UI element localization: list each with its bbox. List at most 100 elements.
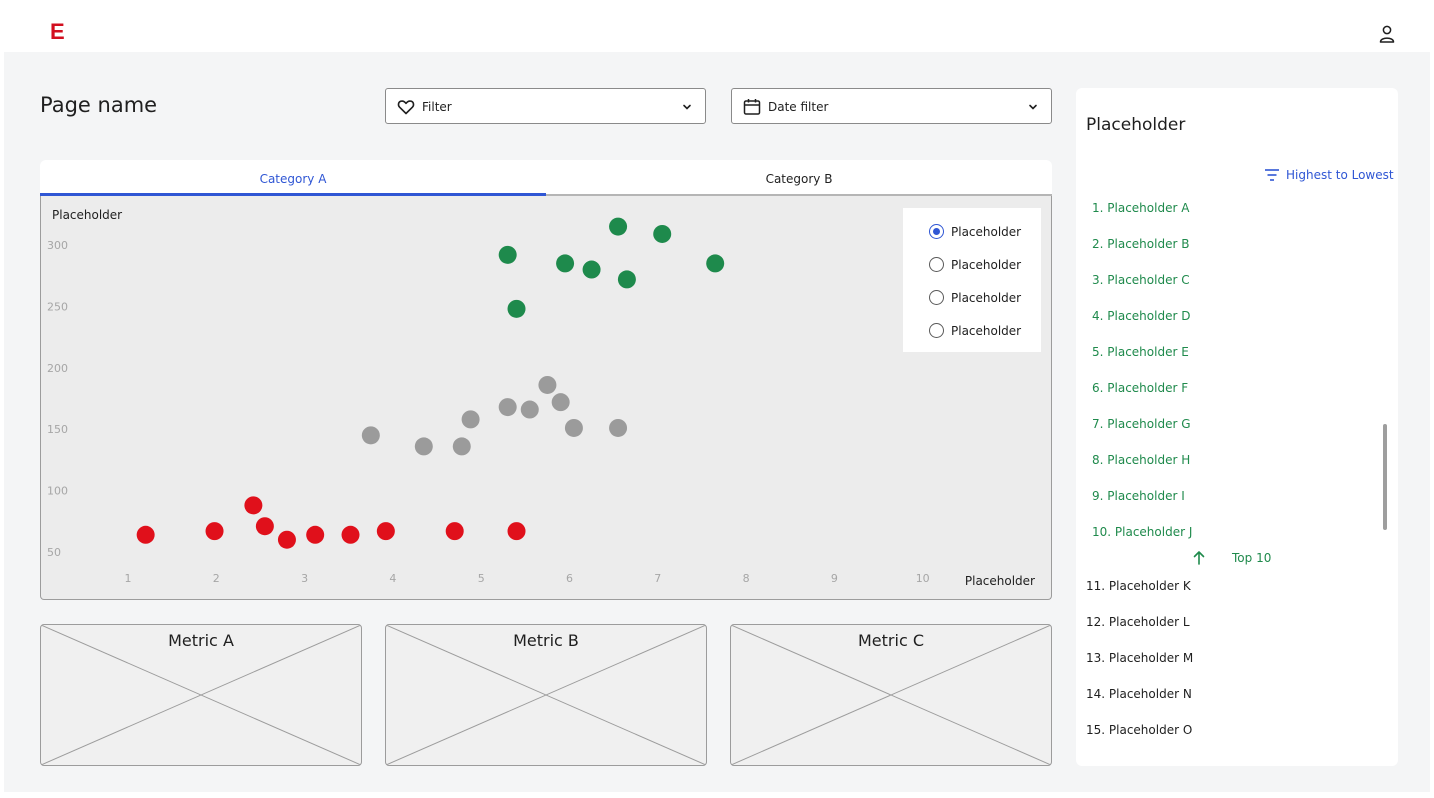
scatter-point [706,254,725,273]
scatter-point [556,254,575,273]
date-filter-select[interactable]: Date filter [731,88,1052,124]
scatter-point [452,437,471,456]
active-tab-indicator [40,193,546,196]
ranking-item[interactable]: 13. Placeholder M [1086,651,1194,665]
x-tick-label: 5 [478,572,485,585]
scatter-point [341,525,360,544]
ranking-item[interactable]: 6. Placeholder F [1092,381,1189,395]
radio-icon[interactable] [929,323,944,338]
metric-title: Metric B [513,631,579,650]
y-tick-label: 300 [47,239,68,252]
tab-category-b[interactable]: Category B [765,172,833,186]
metric-title: Metric A [168,631,234,650]
filter-label: Filter [422,100,452,114]
radio-icon[interactable] [929,257,944,272]
scatter-point [376,522,395,541]
ranking-item[interactable]: 4. Placeholder D [1092,309,1191,323]
x-tick-label: 2 [213,572,220,585]
top-10-label: Top 10 [1232,551,1272,565]
y-tick-label: 100 [47,485,68,498]
page-title: Page name [40,93,158,117]
scatter-point [461,410,480,429]
y-tick-label: 150 [47,423,68,436]
ranking-item[interactable]: 1. Placeholder A [1092,201,1190,215]
user-icon[interactable] [1377,24,1397,44]
radio-selected-icon[interactable] [929,224,944,239]
scatter-point [520,400,539,419]
metric-card-c[interactable]: Metric C [730,624,1052,766]
scatter-point [538,375,557,394]
category-tabs: Category A Category B [40,160,1052,196]
x-tick-label: 9 [831,572,838,585]
chart-card: Category A Category B Placeholder 50 100 15… [40,160,1052,600]
metric-title: Metric C [858,631,924,650]
scatter-point [653,224,672,243]
legend-option-1[interactable]: Placeholder [929,222,1039,242]
y-tick-label: 50 [47,546,61,559]
ranking-item[interactable]: 3. Placeholder C [1092,273,1190,287]
top-10-link[interactable]: Top 10 [1192,550,1292,566]
scatter-point [617,270,636,289]
ranking-item[interactable]: 8. Placeholder H [1092,453,1191,467]
scatter-point [609,217,628,236]
metric-card-a[interactable]: Metric A [40,624,362,766]
sort-button[interactable]: Highest to Lowest [1264,167,1394,183]
x-tick-label: 10 [916,572,930,585]
ranking-item[interactable]: 2. Placeholder B [1092,237,1190,251]
ranking-panel: Placeholder Highest to Lowest 1. Placeho… [1076,88,1398,766]
sort-label: Highest to Lowest [1286,168,1394,182]
scatter-point [498,245,517,264]
scatter-point [498,398,517,417]
ranking-item[interactable]: 10. Placeholder J [1092,525,1193,539]
legend-option-label: Placeholder [951,258,1022,272]
image-placeholder-icon [386,625,706,765]
ranking-item[interactable]: 14. Placeholder N [1086,687,1192,701]
scatter-point [582,260,601,279]
scatter-point [564,418,583,437]
legend-option-label: Placeholder [951,291,1022,305]
ranking-item[interactable]: 5. Placeholder E [1092,345,1189,359]
scatter-point [306,525,325,544]
x-tick-label: 3 [301,572,308,585]
scatter-point [507,522,526,541]
scatter-point [244,496,263,515]
scatter-point [507,299,526,318]
legend-option-2[interactable]: Placeholder [929,255,1039,275]
heart-icon [397,100,415,115]
top-bar: E [0,0,1434,52]
x-tick-label: 1 [125,572,132,585]
calendar-icon [743,99,761,115]
ranking-item[interactable]: 11. Placeholder K [1086,579,1191,593]
scatter-chart: Placeholder 50 100 150 200 250 300 1 2 3 4 5 6 7 8 9 10 P… [47,208,1035,588]
y-tick-label: 200 [47,362,68,375]
ranking-item[interactable]: 7. Placeholder G [1092,417,1191,431]
filter-select[interactable]: Filter [385,88,706,124]
x-axis-label: Placeholder [965,574,1035,588]
tab-underline [546,194,1052,196]
plot-area: Placeholder 50 100 150 200 250 300 1 2 3 4 5 6 7 8 9 10 P… [40,196,1052,600]
ranking-item[interactable]: 12. Placeholder L [1086,615,1190,629]
chevron-down-icon [1029,104,1037,110]
legend-option-3[interactable]: Placeholder [929,288,1039,308]
scrollbar-thumb[interactable] [1383,424,1387,530]
scatter-point [551,393,570,412]
metric-card-b[interactable]: Metric B [385,624,707,766]
x-tick-label: 6 [566,572,573,585]
date-filter-label: Date filter [768,100,829,114]
ranking-item[interactable]: 9. Placeholder I [1092,489,1185,503]
app-logo[interactable]: E [50,19,65,44]
image-placeholder-icon [41,625,361,765]
chart-legend: Placeholder Placeholder Placeholder Plac… [903,208,1041,352]
y-tick-label: 250 [47,300,68,313]
legend-option-label: Placeholder [951,324,1022,338]
sort-lines-icon [1265,169,1279,181]
scatter-point [136,525,155,544]
tab-category-a[interactable]: Category A [259,172,327,186]
legend-option-4[interactable]: Placeholder [929,321,1039,341]
ranking-item[interactable]: 15. Placeholder O [1086,723,1193,737]
scatter-point [205,522,224,541]
radio-icon[interactable] [929,290,944,305]
x-tick-label: 8 [743,572,750,585]
x-tick-label: 4 [389,572,396,585]
chevron-down-icon [683,104,691,110]
